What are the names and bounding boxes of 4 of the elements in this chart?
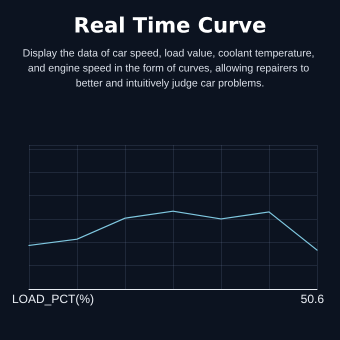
text: 50.6 — [300, 292, 324, 306]
chart-subtitle: Display the data of car speed, load value, coolant temperature, and engine speed in the form of curves, allowing repairers to better and intuitively judge car problems. — [22, 48, 318, 90]
x-axis-title: LOAD_PCT(%) — [12, 292, 94, 306]
chart-title: Real Time Curve — [74, 14, 266, 38]
